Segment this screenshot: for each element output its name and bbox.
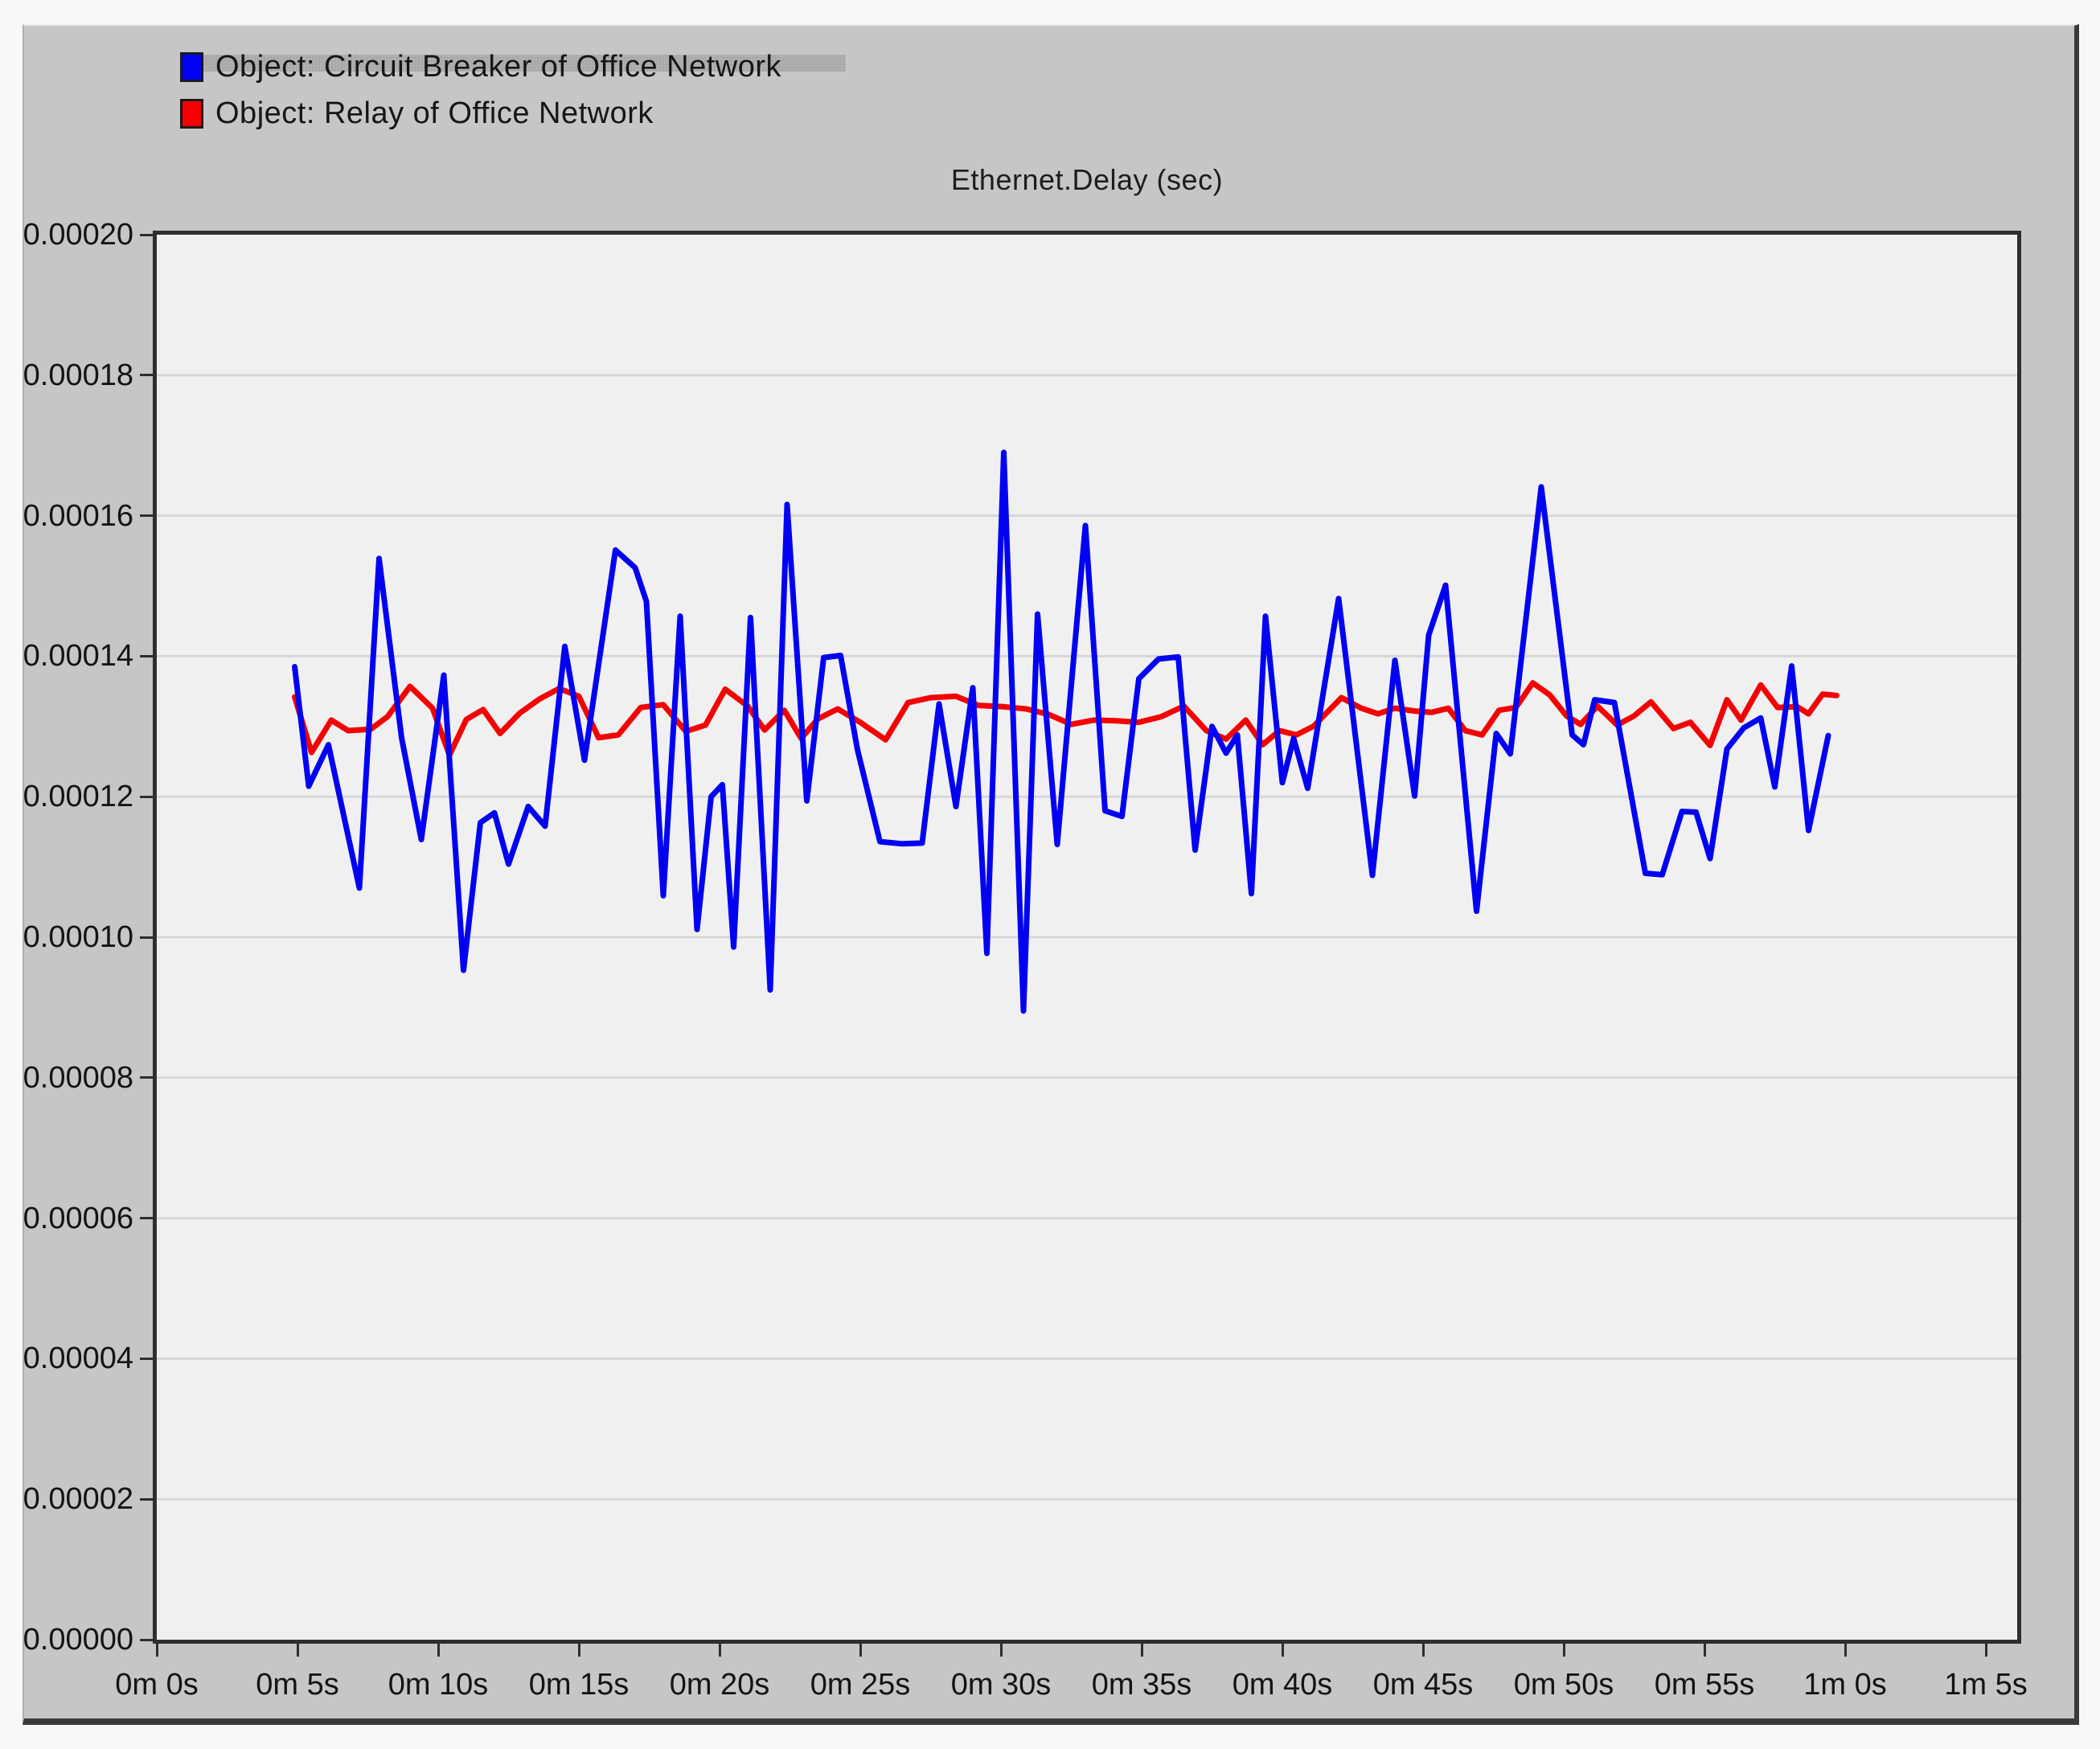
legend-item: Object: Circuit Breaker of Office Networ… — [180, 50, 781, 84]
x-tick-label: 1m 0s — [1803, 1668, 1887, 1702]
x-tick-label: 0m 50s — [1513, 1668, 1614, 1702]
plot-area — [153, 231, 2021, 1644]
x-tick — [999, 1644, 1003, 1657]
x-tick — [859, 1644, 862, 1657]
red-square-icon — [180, 99, 203, 129]
y-tick — [140, 514, 153, 518]
x-tick — [1562, 1644, 1565, 1657]
y-tick — [140, 795, 153, 798]
x-tick — [1421, 1644, 1425, 1657]
x-tick-label: 0m 45s — [1372, 1668, 1474, 1702]
x-tick — [1140, 1644, 1143, 1657]
x-tick-label: 0m 55s — [1654, 1668, 1755, 1702]
x-tick-label: 0m 10s — [388, 1668, 489, 1702]
chart-title: Ethernet.Delay (sec) — [950, 163, 1224, 196]
y-tick-label: 0.00010 — [23, 920, 133, 954]
y-tick — [140, 374, 153, 377]
y-tick — [140, 936, 153, 939]
x-tick-label: 0m 40s — [1232, 1668, 1333, 1702]
x-tick — [1844, 1644, 1847, 1657]
x-tick — [1281, 1644, 1284, 1657]
y-tick — [140, 1217, 153, 1220]
legend-label: Object: Relay of Office Network — [215, 96, 654, 130]
x-tick-label: 0m 30s — [950, 1668, 1052, 1702]
x-tick-label: 0m 0s — [115, 1668, 199, 1702]
x-tick — [577, 1644, 580, 1657]
x-tick — [1703, 1644, 1706, 1657]
y-tick-label: 0.00002 — [23, 1482, 133, 1517]
y-tick-label: 0.00004 — [23, 1341, 133, 1376]
y-tick-label: 0.00012 — [23, 780, 133, 814]
x-tick-label: 0m 15s — [528, 1668, 630, 1702]
y-tick — [140, 1357, 153, 1360]
y-tick-label: 0.00014 — [23, 639, 133, 674]
legend-item: Object: Relay of Office Network — [180, 96, 781, 131]
series-line — [292, 449, 1831, 1014]
legend-label: Object: Circuit Breaker of Office Networ… — [215, 50, 782, 84]
x-tick-label: 0m 20s — [669, 1668, 770, 1702]
y-tick-label: 0.00018 — [23, 358, 133, 392]
y-tick-label: 0.00008 — [23, 1060, 133, 1095]
y-tick — [140, 1497, 153, 1501]
y-tick-label: 0.00000 — [23, 1623, 133, 1657]
blue-square-icon — [180, 52, 203, 82]
y-tick — [140, 1638, 153, 1641]
dither-texture-band — [203, 55, 846, 72]
legend: Object: Circuit Breaker of Office Networ… — [180, 50, 781, 131]
x-tick — [718, 1644, 721, 1657]
x-tick-label: 0m 35s — [1091, 1668, 1192, 1702]
y-tick-label: 0.00006 — [23, 1201, 133, 1235]
x-tick — [437, 1644, 440, 1657]
x-tick-label: 1m 5s — [1944, 1668, 2028, 1702]
y-tick — [140, 1076, 153, 1079]
x-tick — [1984, 1644, 1987, 1657]
series-line — [292, 680, 1840, 759]
x-tick-label: 0m 5s — [256, 1668, 339, 1702]
y-tick — [140, 233, 153, 236]
y-tick-label: 0.00016 — [23, 498, 133, 533]
chart-canvas — [157, 374, 2017, 1501]
x-tick — [155, 1644, 158, 1657]
y-tick — [140, 654, 153, 657]
x-tick-label: 0m 25s — [810, 1668, 911, 1702]
x-tick — [296, 1644, 299, 1657]
y-tick-label: 0.00020 — [23, 218, 133, 252]
